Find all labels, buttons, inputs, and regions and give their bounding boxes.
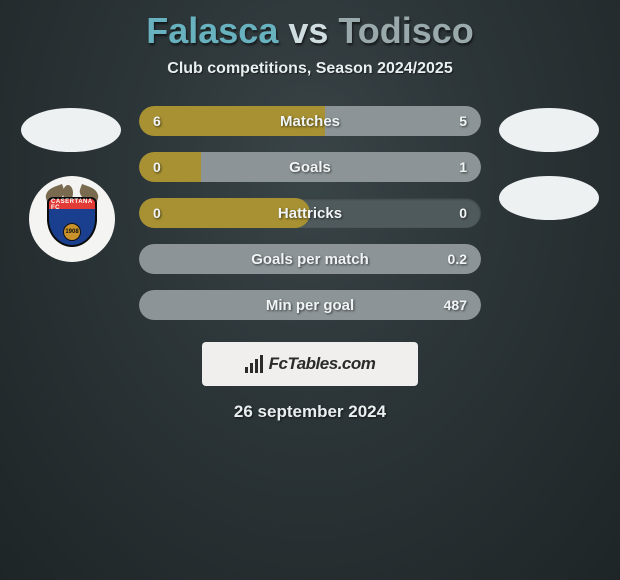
snapshot-date: 26 september 2024 — [0, 402, 620, 422]
stat-value-right: 1 — [459, 152, 467, 182]
crest-icon: CASERTANA FC 1908 — [41, 183, 103, 255]
stat-bar: Goals0 1 — [139, 152, 481, 182]
logo-bars-icon — [245, 355, 263, 373]
player2-name: Todisco — [338, 10, 473, 51]
stat-value-right: 5 — [459, 106, 467, 136]
stat-bar: Matches6 5 — [139, 106, 481, 136]
stat-value-left: 6 — [153, 106, 161, 136]
comparison-title: Falasca vs Todisco — [0, 10, 620, 52]
right-avatar-column — [499, 106, 599, 220]
player2-club-badge-placeholder — [499, 176, 599, 220]
vs-text: vs — [288, 10, 328, 51]
left-avatar-column: CASERTANA FC 1908 — [21, 106, 121, 262]
stat-bar: Min per goal487 — [139, 290, 481, 320]
player1-name: Falasca — [146, 10, 278, 51]
player1-avatar-placeholder — [21, 108, 121, 152]
stat-bar: Goals per match0.2 — [139, 244, 481, 274]
stat-value-right: 487 — [444, 290, 467, 320]
branding-box[interactable]: FcTables.com — [202, 342, 418, 386]
subtitle: Club competitions, Season 2024/2025 — [0, 60, 620, 78]
stat-value-left: 0 — [153, 152, 161, 182]
stat-label: Min per goal — [139, 290, 481, 320]
stat-label: Goals per match — [139, 244, 481, 274]
player2-avatar-placeholder — [499, 108, 599, 152]
stat-value-left: 0 — [153, 198, 161, 228]
stat-value-right: 0.2 — [448, 244, 467, 274]
stat-bar: Hattricks0 0 — [139, 198, 481, 228]
stats-bars: Matches65Goals01Hattricks00Goals per mat… — [139, 106, 481, 320]
stat-label: Matches — [139, 106, 481, 136]
stat-value-right: 0 — [459, 198, 467, 228]
player1-club-badge: CASERTANA FC 1908 — [29, 176, 115, 262]
stat-label: Hattricks — [139, 198, 481, 228]
stat-label: Goals — [139, 152, 481, 182]
branding-text: FcTables.com — [269, 354, 376, 374]
